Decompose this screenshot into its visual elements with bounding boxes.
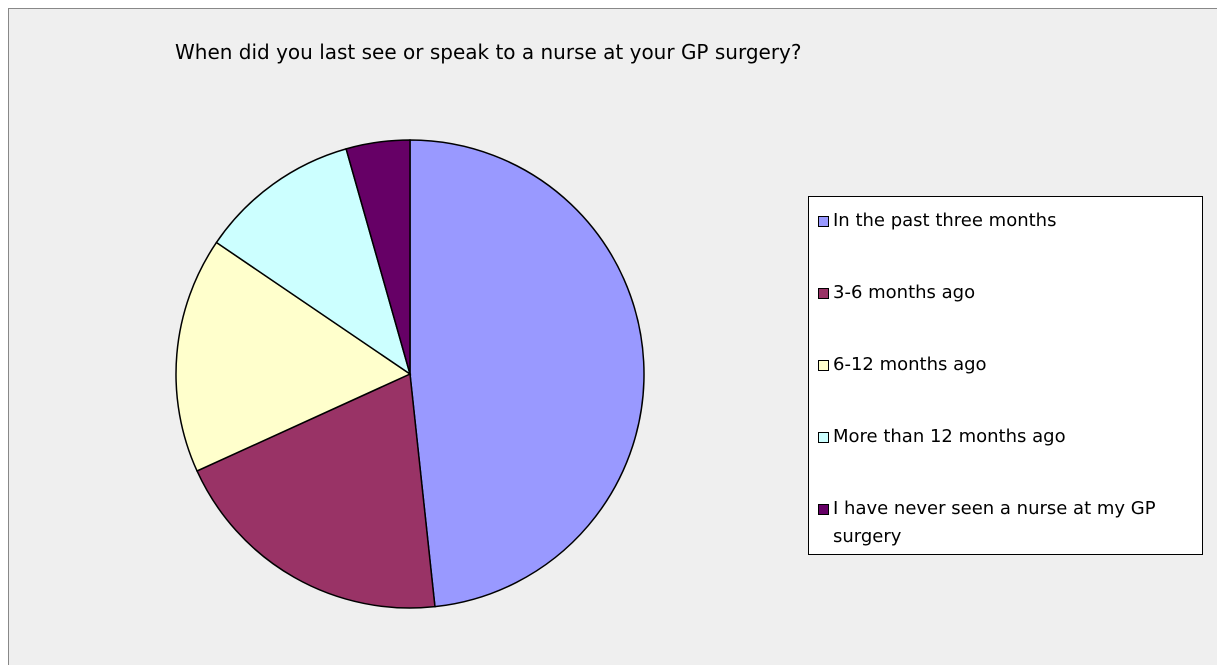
pie-slice [409, 139, 645, 608]
legend-entry: I have never seen a nurse at my GP surge… [818, 495, 1193, 551]
legend-swatch [818, 504, 829, 515]
legend-swatch [818, 288, 829, 299]
legend-label: I have never seen a nurse at my GP surge… [833, 498, 1156, 547]
pie-slice [175, 241, 412, 472]
legend-swatch [818, 432, 829, 443]
legend-label: 6-12 months ago [833, 354, 987, 375]
legend-swatch [818, 360, 829, 371]
pie-slice [196, 372, 436, 609]
legend-label: In the past three months [833, 210, 1057, 231]
legend-entry: 6-12 months ago [818, 351, 1193, 379]
legend: In the past three months 3-6 months ago 6-… [808, 196, 1203, 555]
legend-swatch [818, 216, 829, 227]
pie-slice [345, 139, 411, 375]
legend-label: More than 12 months ago [833, 426, 1066, 447]
legend-entry: More than 12 months ago [818, 423, 1193, 451]
legend-label: 3-6 months ago [833, 282, 976, 303]
chart-title: When did you last see or speak to a nurs… [175, 40, 802, 64]
legend-entry: 3-6 months ago [818, 279, 1193, 307]
legend-entry: In the past three months [818, 207, 1193, 235]
